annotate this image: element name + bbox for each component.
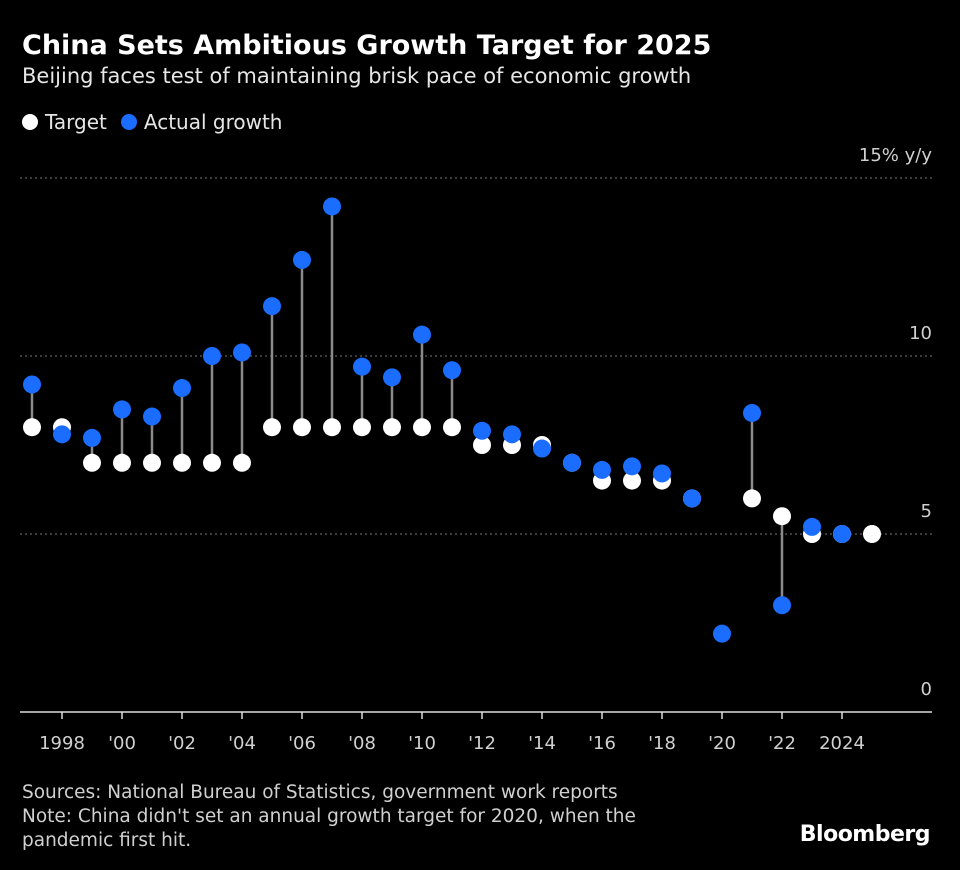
- legend-swatch: [120, 114, 137, 130]
- x-tick-label: '16: [588, 733, 616, 754]
- point: [233, 453, 251, 472]
- point: [473, 421, 491, 440]
- point: [773, 596, 791, 615]
- legend: Target Actual growth: [22, 110, 282, 134]
- x-tick-label: '10: [408, 733, 436, 754]
- source: Sources: National Bureau of Statistics, …: [22, 782, 618, 803]
- point: [353, 357, 371, 376]
- footnotes: Sources: National Bureau of Statistics, …: [22, 781, 702, 853]
- point: [503, 425, 521, 444]
- point: [443, 418, 461, 437]
- chart-subtitle: Beijing faces test of maintaining brisk …: [22, 64, 692, 88]
- point: [623, 471, 641, 490]
- point: [23, 418, 41, 437]
- point: [353, 418, 371, 437]
- point: [173, 379, 191, 398]
- point: [533, 439, 551, 458]
- point: [263, 297, 281, 316]
- x-tick-label: '20: [708, 733, 736, 754]
- y-tick-label: 15% y/y: [859, 145, 932, 166]
- x-tick-label: '02: [168, 733, 196, 754]
- point: [413, 325, 431, 344]
- point: [773, 507, 791, 526]
- y-tick-label: 5: [921, 501, 932, 522]
- chart-title: China Sets Ambitious Growth Target for 2…: [22, 30, 712, 61]
- x-tick-label: '08: [348, 733, 376, 754]
- point: [83, 453, 101, 472]
- note: Note: China didn't set an annual growth …: [22, 806, 636, 851]
- y-tick-label: 0: [921, 679, 932, 700]
- point: [803, 517, 821, 536]
- point: [473, 436, 491, 454]
- x-tick-label: 2024: [819, 733, 865, 754]
- point: [173, 453, 191, 472]
- point: [863, 525, 881, 543]
- x-tick-label: '00: [108, 733, 136, 754]
- legend-item: Target: [22, 110, 107, 134]
- point: [833, 525, 851, 543]
- point: [143, 407, 161, 426]
- point: [593, 460, 611, 479]
- x-tick-label: '06: [288, 733, 316, 754]
- point: [113, 400, 131, 419]
- point: [383, 418, 401, 437]
- legend-item: Actual growth: [120, 110, 283, 134]
- point: [563, 453, 581, 472]
- y-tick-label: 10: [909, 323, 932, 344]
- point: [263, 418, 281, 437]
- legend-label: Target: [45, 110, 107, 134]
- point: [293, 418, 311, 437]
- point: [443, 361, 461, 380]
- point: [743, 489, 761, 508]
- point: [323, 418, 341, 437]
- x-tick-label: '22: [768, 733, 796, 754]
- point: [23, 375, 41, 394]
- point: [233, 343, 251, 362]
- point: [413, 418, 431, 437]
- point: [683, 489, 701, 508]
- x-tick-label: 1998: [39, 733, 85, 754]
- point: [743, 403, 761, 422]
- point: [83, 428, 101, 447]
- point: [53, 425, 71, 444]
- point: [203, 453, 221, 472]
- point: [323, 197, 341, 216]
- point: [293, 250, 311, 269]
- point: [203, 347, 221, 365]
- legend-swatch: [22, 114, 38, 130]
- point: [623, 457, 641, 476]
- brand: Bloomberg: [799, 822, 931, 847]
- point: [143, 453, 161, 472]
- point: [383, 368, 401, 387]
- x-tick-label: '04: [228, 733, 256, 754]
- x-tick-label: '14: [528, 733, 556, 754]
- point: [713, 624, 731, 643]
- point: [653, 464, 671, 483]
- legend-label: Actual growth: [143, 110, 283, 134]
- x-tick-label: '12: [468, 733, 496, 754]
- point: [113, 453, 131, 472]
- x-tick-label: '18: [648, 733, 676, 754]
